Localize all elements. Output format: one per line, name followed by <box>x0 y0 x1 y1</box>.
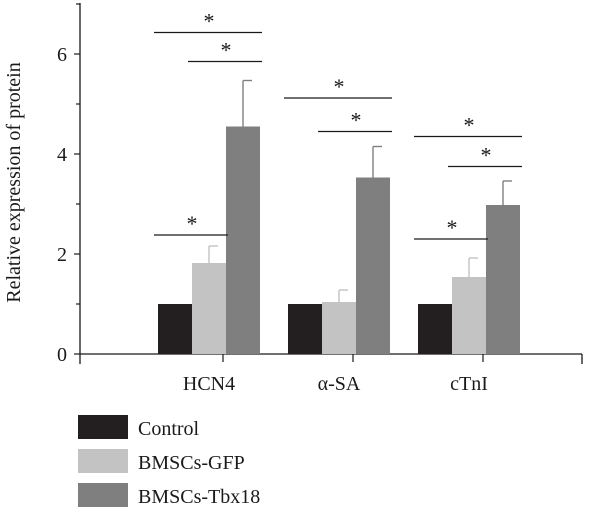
significance-star: * <box>464 113 475 138</box>
bar <box>192 263 226 354</box>
y-tick-label: 2 <box>57 244 67 266</box>
bar <box>418 304 452 354</box>
legend-swatch <box>78 415 128 439</box>
significance-star: * <box>334 74 345 99</box>
bar <box>288 304 322 354</box>
significance-star: * <box>187 211 198 236</box>
bar <box>452 277 486 354</box>
significance-star: * <box>204 9 215 34</box>
y-tick-label: 6 <box>57 44 67 66</box>
x-tick-label: HCN4 <box>183 373 235 395</box>
legend-label: BMSCs-GFP <box>138 452 245 474</box>
legend-swatch <box>78 483 128 507</box>
y-tick-label: 4 <box>57 144 67 166</box>
y-axis-label: Relative expression of protein <box>3 62 25 303</box>
y-tick-label: 0 <box>57 344 67 366</box>
bar <box>486 205 520 354</box>
significance-star: * <box>351 108 362 133</box>
bar <box>226 126 260 354</box>
legend: Control BMSCs-GFP BMSCs-Tbx18 <box>78 415 260 507</box>
legend-label: Control <box>138 418 200 440</box>
significance-star: * <box>221 38 232 63</box>
x-tick-label: cTnI <box>450 373 488 395</box>
legend-swatch <box>78 449 128 473</box>
bar <box>322 302 356 354</box>
legend-label: BMSCs-Tbx18 <box>138 486 260 507</box>
significance-star: * <box>481 143 492 168</box>
x-tick-label: α-SA <box>318 373 361 395</box>
significance-star: * <box>447 215 458 240</box>
bar <box>158 304 192 354</box>
bars: HCN4 α-SA cTnI <box>158 79 520 395</box>
significance-markers: ******** <box>154 9 522 240</box>
bar <box>356 177 390 354</box>
